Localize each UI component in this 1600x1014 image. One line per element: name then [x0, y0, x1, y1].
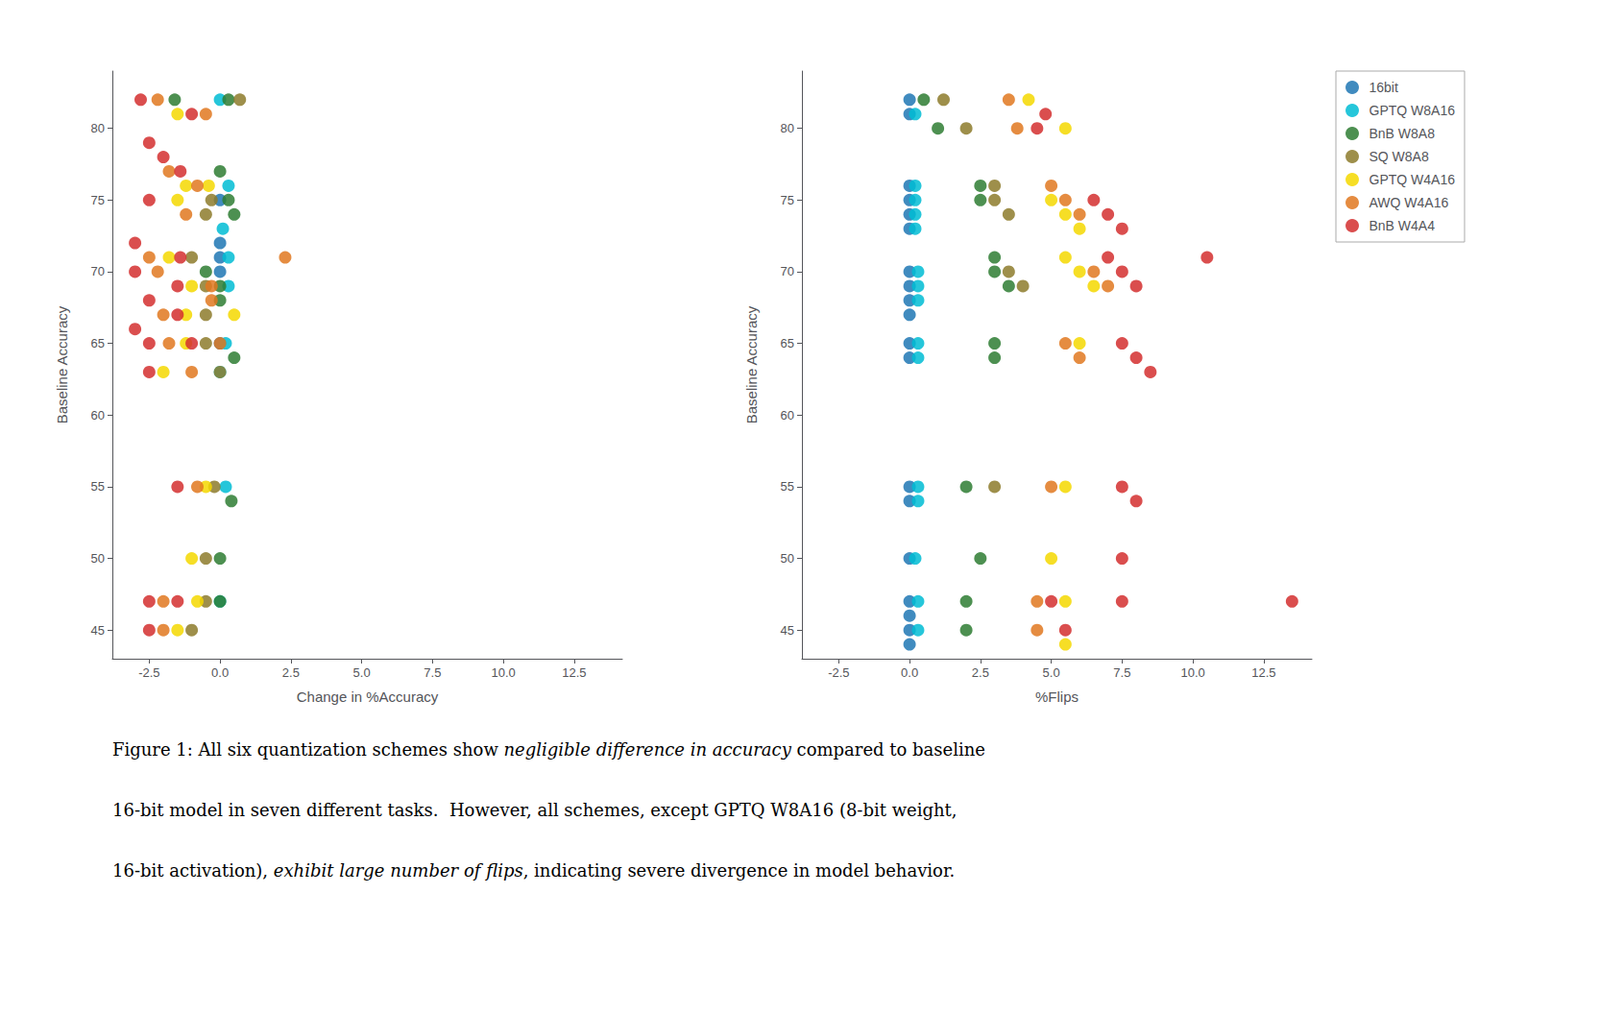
svg-text:70: 70 [780, 264, 795, 279]
svg-text:12.5: 12.5 [561, 665, 586, 680]
svg-text:Figure 1: All six quantization: Figure 1: All six quantization schemes s… [112, 739, 505, 760]
svg-text:%Flips: %Flips [1035, 688, 1079, 705]
svg-text:exhibit large number of flips: exhibit large number of flips [273, 860, 524, 881]
svg-text:-2.5: -2.5 [138, 665, 160, 680]
svg-text:2.5: 2.5 [971, 665, 990, 680]
svg-text:AWQ W4A16: AWQ W4A16 [1369, 194, 1450, 211]
svg-text:, indicating severe divergence: , indicating severe divergence in model … [523, 860, 956, 881]
svg-text:45: 45 [91, 623, 105, 638]
svg-text:GPTQ W8A16: GPTQ W8A16 [1369, 102, 1456, 119]
svg-text:80: 80 [91, 121, 105, 136]
svg-text:60: 60 [91, 408, 105, 423]
svg-text:SQ W8A8: SQ W8A8 [1369, 148, 1430, 165]
svg-text:-2.5: -2.5 [827, 665, 849, 680]
svg-text:10.0: 10.0 [1180, 665, 1205, 680]
svg-text:5.0: 5.0 [1042, 665, 1061, 680]
svg-text:75: 75 [91, 193, 105, 208]
svg-text:BnB W8A8: BnB W8A8 [1369, 125, 1436, 142]
svg-text:55: 55 [91, 479, 105, 494]
svg-text:80: 80 [780, 121, 795, 136]
svg-text:5.0: 5.0 [353, 665, 371, 680]
svg-text:0.0: 0.0 [900, 665, 919, 680]
svg-text:7.5: 7.5 [1113, 665, 1131, 680]
svg-text:60: 60 [780, 408, 795, 423]
svg-text:12.5: 12.5 [1251, 665, 1276, 680]
svg-text:compared to baseline: compared to baseline [791, 739, 986, 760]
svg-text:16bit: 16bit [1369, 79, 1399, 96]
svg-text:0.0: 0.0 [211, 665, 229, 680]
svg-text:45: 45 [780, 623, 795, 638]
svg-text:75: 75 [780, 193, 795, 208]
svg-text:GPTQ W4A16: GPTQ W4A16 [1369, 171, 1456, 188]
svg-text:65: 65 [91, 336, 105, 351]
svg-text:10.0: 10.0 [490, 665, 515, 680]
svg-text:50: 50 [780, 551, 795, 566]
svg-text:BnB W4A4: BnB W4A4 [1369, 218, 1436, 234]
svg-text:16-bit model in seven differen: 16-bit model in seven different tasks. H… [112, 800, 958, 821]
svg-text:70: 70 [91, 264, 105, 279]
svg-text:2.5: 2.5 [282, 665, 300, 680]
svg-text:50: 50 [91, 551, 105, 566]
svg-text:55: 55 [780, 479, 795, 494]
svg-text:Change in %Accuracy: Change in %Accuracy [296, 688, 439, 705]
svg-text:65: 65 [780, 336, 795, 351]
svg-text:negligible difference in accur: negligible difference in accuracy [504, 739, 793, 760]
svg-text:16-bit activation),: 16-bit activation), [112, 860, 274, 881]
svg-text:Baseline Accuracy: Baseline Accuracy [53, 305, 71, 424]
svg-text:7.5: 7.5 [423, 665, 441, 680]
svg-text:Baseline Accuracy: Baseline Accuracy [743, 305, 760, 424]
